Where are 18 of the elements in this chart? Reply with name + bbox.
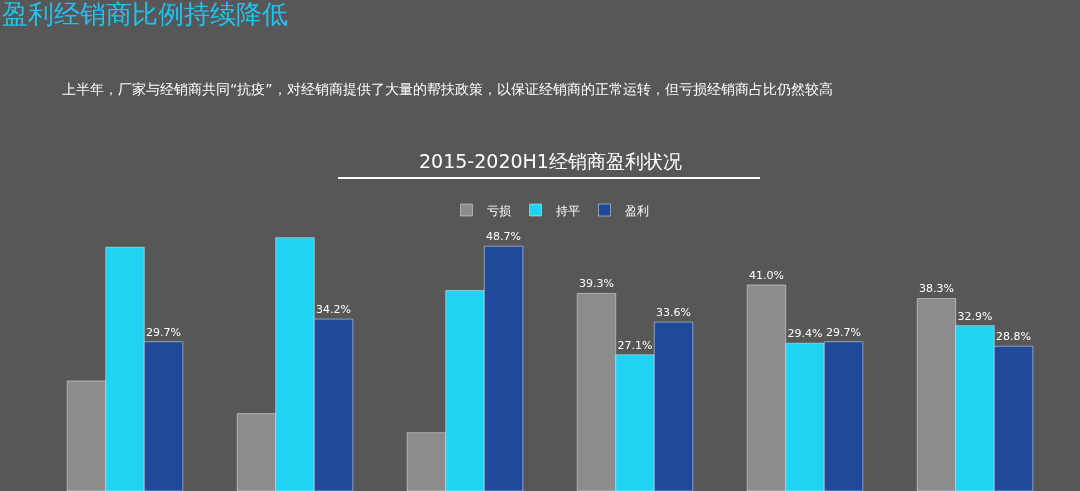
data-label: 29.7%	[146, 325, 182, 339]
text: 上半年，厂家与经销商共同“抗疫”，对经销商提供了大量的帮扶政策，以保证经销商的正常运转，但亏损经销商占比仍然较高	[62, 81, 833, 97]
data-label: 38.3%	[918, 282, 954, 296]
legend-label: 持平	[555, 203, 580, 218]
data-label: 48.7%	[486, 230, 522, 244]
legend-label: 盈利	[624, 203, 649, 218]
data-label: 27.1%	[617, 338, 653, 352]
data-label: 32.9%	[957, 309, 993, 323]
data-label: 29.7%	[826, 325, 862, 339]
data-label: 33.6%	[656, 306, 692, 320]
data-label: 39.3%	[578, 277, 614, 291]
text: 盈利经销商比例持续降低	[2, 0, 288, 29]
data-label: 29.4%	[787, 327, 823, 341]
data-label: 28.8%	[996, 330, 1032, 344]
chart-title: 2015-2020H1经销商盈利状况	[419, 150, 682, 172]
data-label: 34.2%	[316, 303, 352, 317]
data-label: 41.0%	[748, 268, 784, 282]
legend-label: 亏损	[486, 203, 511, 218]
